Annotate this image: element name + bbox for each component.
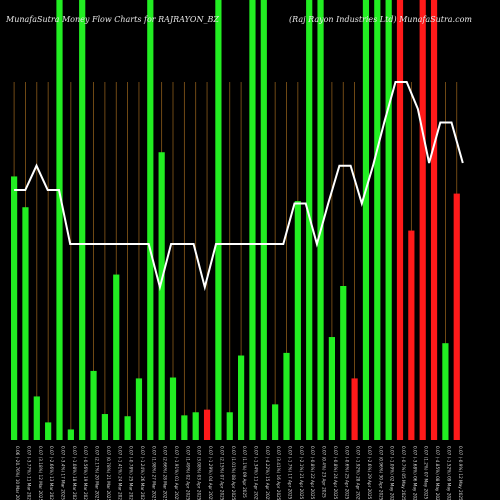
x-tick-label: 0.07 (2.15%) 07 Apr 2025 [219, 446, 224, 500]
x-tick-label: 0.07 (1.98%) 27 Mar 2025 [151, 446, 156, 500]
x-tick-label: 0.07 (-0.8%) 22 Apr 2025 [310, 446, 315, 500]
x-tick-label: 0.07 (-3.4%) 17 Mar 2025 [61, 446, 66, 500]
x-tick-label: 0.07 (-0.9%) 12 May 2025 [458, 446, 463, 500]
x-tick-label: 0.07 (-2.66%) 13 Mar 2025 [49, 446, 54, 500]
x-tick-label: 0.07 (-1.08%) 18 Mar 2025 [72, 446, 77, 500]
bar [408, 230, 415, 440]
bar [33, 396, 40, 440]
x-tick-label: 0.07 (-0.8%) 24 Apr 2025 [333, 446, 338, 500]
bar [181, 415, 188, 440]
bar [79, 0, 86, 440]
chart-subtitle: (Raj Rayon Industries Ltd) MunafaSutra.c… [289, 15, 472, 24]
bar [158, 152, 165, 441]
x-tick-label: 0.07 (0.78%) 21 Mar 2025 [106, 446, 111, 500]
bar [11, 176, 18, 440]
x-tick-label: 0.07 (-0.78%) 25 Mar 2025 [129, 446, 134, 500]
money-flow-bars [11, 0, 460, 441]
bar [226, 412, 233, 440]
bar [419, 0, 426, 440]
x-tick-label: 0.07 (3.08%) 03 Apr 2025 [197, 446, 202, 500]
x-tick-label: 0.07 (-1.24%) 26 Mar 2025 [140, 446, 145, 500]
x-tick-label: 0.07 (-4.22%) 15 Apr 2025 [265, 446, 270, 500]
x-tick-label: 0.07 (-4.85%) 08 May 2025 [435, 446, 440, 500]
x-tick-label: 0.07 (2.17%) 20 Mar 2025 [95, 446, 100, 500]
bar [396, 0, 404, 440]
x-tick-label: 0.07 (1.01%) 08 Apr 2025 [231, 446, 236, 500]
bar [362, 0, 370, 440]
x-tick-label: 0.07 (3.41%) 16 Apr 2025 [276, 446, 281, 500]
x-tick-label: 0.07 (-1.7%) 17 Apr 2025 [288, 446, 293, 500]
bar [113, 274, 120, 440]
x-tick-label: 0.07 (-3.77%) 11 Mar 2025 [26, 446, 31, 500]
bar [283, 352, 290, 440]
bar [328, 337, 335, 440]
bar [430, 0, 438, 440]
bar [215, 0, 222, 440]
x-tick-label: 0.07 (1.2%) 07 May 2025 [424, 446, 429, 500]
x-tick-label: 0.07 (-2.6%) 29 Apr 2025 [367, 446, 372, 500]
bar [101, 414, 108, 440]
bar [90, 370, 97, 440]
bar [192, 412, 199, 440]
bar [317, 0, 324, 440]
x-tick-label: 0.07 (-0.56%) 19 Mar 2025 [83, 446, 88, 500]
x-tick-label: 0.07 (-1.34%) 11 Apr 2025 [253, 446, 258, 500]
x-axis-labels: 0.06 (-20.76%) 10 Mar 2025 0.07 (-3.77%) … [15, 446, 463, 500]
x-tick-label: 0.07 (-0.6%) 25 Apr 2025 [344, 446, 349, 500]
x-tick-label: 0.07 (-0.7%) 05 May 2025 [401, 446, 406, 500]
x-tick-label: 0.07 (-3.68%) 06 May 2025 [412, 446, 417, 500]
x-tick-label: 0.07 (-1.41%) 24 Mar 2025 [117, 446, 122, 500]
bar [67, 429, 74, 440]
bar [260, 0, 267, 440]
bar [306, 0, 313, 440]
bar [374, 0, 381, 440]
x-tick-label: 0.07 (-2.1%) 21 Apr 2025 [299, 446, 304, 500]
bar [272, 404, 279, 440]
bar [453, 193, 460, 440]
bar [294, 201, 301, 440]
bar [442, 343, 449, 440]
x-tick-label: 0.07 (0.96%) 30 Apr 2025 [378, 446, 383, 500]
bar [238, 355, 245, 440]
bar [169, 377, 177, 440]
bar [340, 286, 347, 440]
x-tick-label: 0.07 (0.4%) 23 Apr 2025 [322, 446, 327, 498]
bar [147, 0, 154, 440]
bar [45, 422, 52, 440]
bar [385, 0, 392, 440]
x-tick-label: 0.06 (-20.76%) 10 Mar 2025 [15, 446, 20, 500]
x-tick-label: 0.07 (3.18%) 12 Mar 2025 [38, 446, 43, 500]
money-flow-line [14, 81, 464, 292]
bar [203, 409, 211, 440]
x-tick-label: 0.07 (-1.91%) 01 Apr 2025 [174, 446, 179, 500]
x-tick-label: 0.07 (2.66%) 28 Mar 2025 [163, 446, 168, 500]
bar [22, 207, 29, 440]
x-tick-label: 0.07 (1.1%) 09 Apr 2025 [242, 446, 247, 498]
x-tick-label: 0.07 (-1.92%) 28 Apr 2025 [356, 446, 361, 500]
x-tick-label: 0.07 (-1.29%) 04 Apr 2025 [208, 446, 213, 500]
bar [249, 0, 256, 440]
x-tick-label: 0.07 (1.49%) 02 Apr 2025 [185, 446, 190, 500]
bar [124, 416, 131, 440]
x-tick-label: 0.07 (-1.09%) 02 May 2025 [390, 446, 395, 500]
x-tick-label: 0.07 (-1.52%) 09 May 2025 [446, 446, 451, 500]
bar [56, 0, 63, 440]
bar [135, 378, 143, 440]
bar [351, 378, 358, 440]
chart-title: MunafaSutra Money Flow Charts for RAJRAY… [6, 15, 219, 24]
